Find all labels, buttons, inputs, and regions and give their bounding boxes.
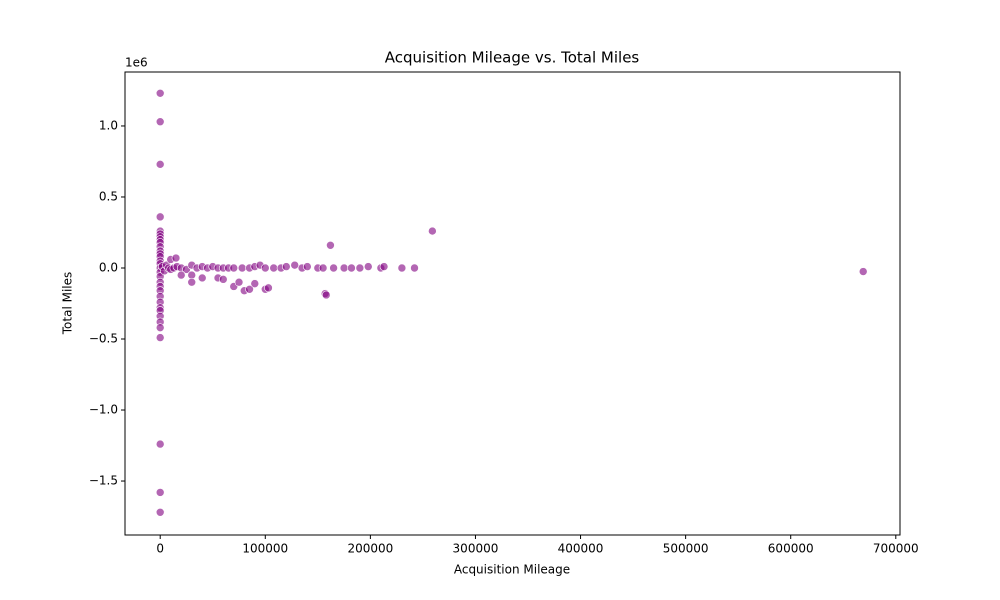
y-tick-label: 1.0 [99,118,118,132]
y-tick-label: −1.5 [89,474,118,488]
x-tick-label: 100000 [242,542,288,556]
point [379,262,389,271]
point [155,89,165,98]
point [155,212,165,222]
plot-frame [124,71,901,536]
point [290,260,300,270]
point [260,263,270,273]
y-tick-label: 0.0 [99,260,118,274]
point [355,263,365,273]
point [264,283,273,293]
chart-title: Acquisition Mileage vs. Total Miles [385,49,640,67]
y-offset-label: 1e6 [125,56,148,70]
x-tick-label: 0 [156,542,164,556]
x-tick-label: 700000 [873,542,919,556]
point [245,284,254,294]
y-tick-label: −1.0 [89,403,118,417]
point [282,262,291,271]
point [155,439,165,449]
point [234,277,244,287]
point [347,263,356,273]
point [187,270,197,280]
point [197,273,207,283]
point [318,263,328,273]
point [303,262,312,271]
point [397,263,407,273]
point [155,507,165,517]
point [155,323,165,332]
point [321,290,331,300]
x-tick-label: 300000 [453,542,499,556]
point [339,263,349,273]
point [269,263,278,273]
point [329,263,338,273]
point [250,279,260,288]
point [155,117,165,127]
y-tick-label: 0.5 [99,189,118,203]
y-axis-label: Total Miles [61,272,75,336]
point [363,262,373,271]
point [155,160,165,169]
x-tick-label: 200000 [347,542,393,556]
point [171,253,181,263]
point [410,263,419,273]
point [326,240,335,250]
point [218,275,228,284]
point [176,270,186,280]
point [229,263,239,273]
point [237,263,247,273]
point [155,333,165,342]
x-axis-label: Acquisition Mileage [454,563,570,577]
point [428,226,437,236]
point [858,267,868,276]
x-tick-label: 600000 [768,542,814,556]
point [187,277,197,287]
x-tick-label: 500000 [663,542,709,556]
y-tick-label: −0.5 [89,332,118,346]
x-tick-label: 400000 [558,542,604,556]
point [155,488,165,497]
